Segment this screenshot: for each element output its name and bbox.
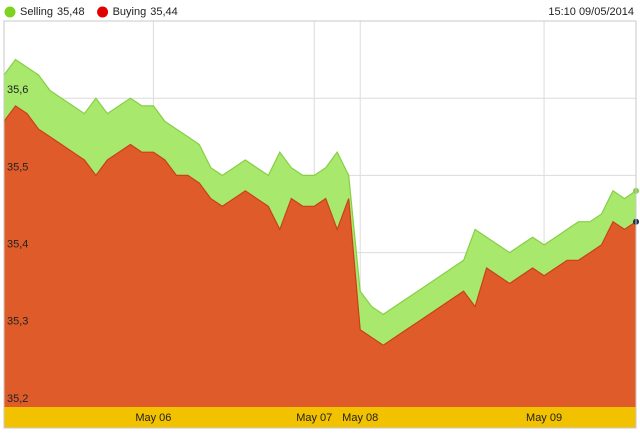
legend-label: Buying — [113, 6, 147, 18]
x-axis-band — [4, 407, 636, 428]
plot-border — [3, 20, 637, 429]
legend-marker — [4, 6, 16, 18]
legend-value: 35,48 — [57, 6, 85, 18]
area-line — [3, 105, 637, 346]
y-tick-label: 35,2 — [7, 393, 28, 405]
legend-label: Selling — [20, 6, 53, 18]
legend-marker — [97, 6, 109, 18]
x-tick-label: May 09 — [526, 412, 562, 424]
area — [4, 105, 636, 408]
y-tick-label: 35,6 — [7, 84, 28, 96]
x-tick-label: May 08 — [342, 412, 378, 424]
y-tick-label: 35,4 — [7, 239, 28, 251]
x-tick-label: May 06 — [135, 412, 171, 424]
timestamp: 15:10 09/05/2014 — [548, 6, 634, 18]
area-line — [3, 58, 637, 316]
areas — [3, 58, 639, 408]
y-tick-label: 35,5 — [7, 161, 28, 173]
legend-value: 35,44 — [150, 6, 178, 18]
x-tick-label: May 07 — [296, 412, 332, 424]
y-tick-label: 35,3 — [7, 316, 28, 328]
labels: 35,2 35,3 35,4 35,5 35,6 May 06 May 07 May 08 Ma… — [4, 6, 562, 424]
